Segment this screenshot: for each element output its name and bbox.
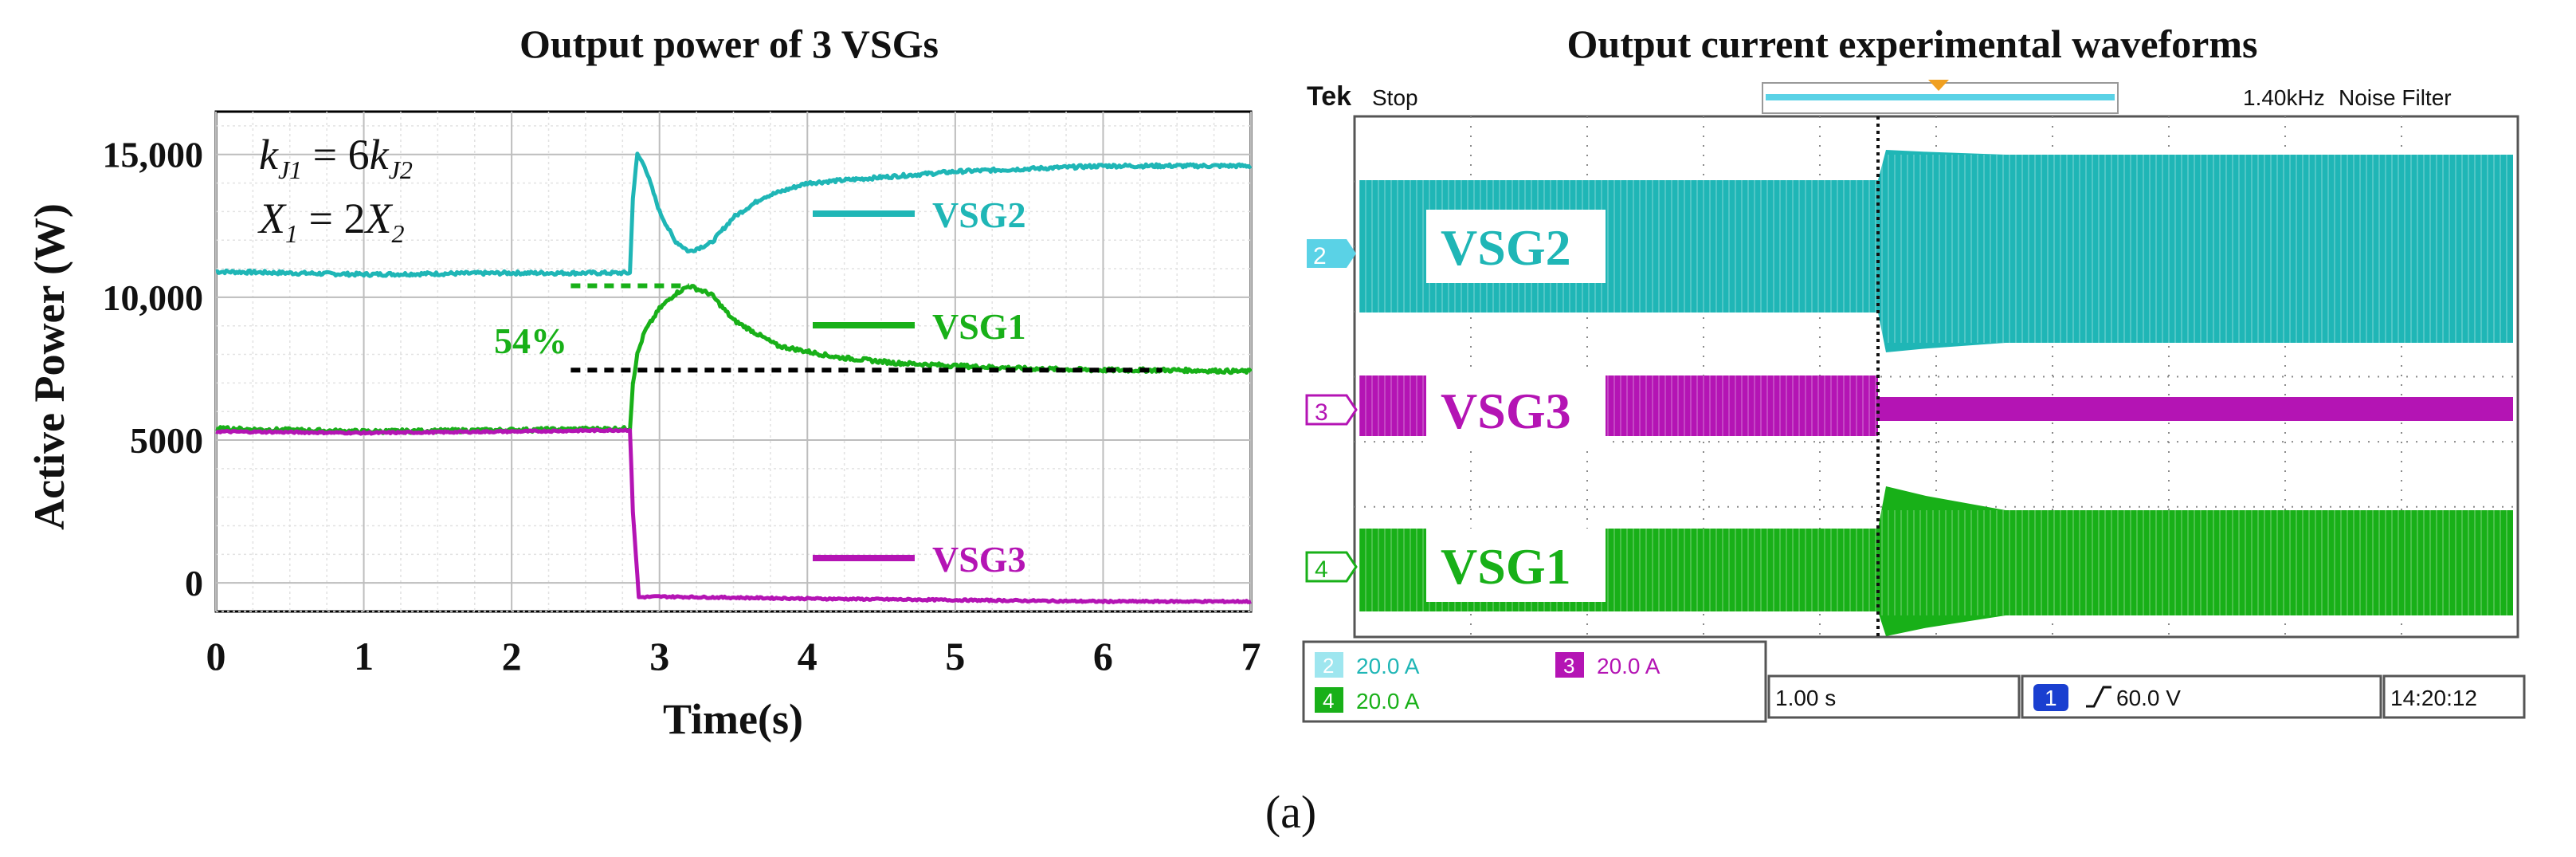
y-axis-ticks: 0 5000 10,000 15,000 — [103, 135, 204, 603]
x-axis-ticks: 0 1 2 3 4 5 6 7 — [206, 634, 1261, 678]
ch2-scale-chip — [1315, 652, 1343, 678]
ch4-scale-chip — [1315, 687, 1343, 713]
y-tick-label: 15,000 — [103, 135, 204, 175]
legend-label-vsg3: VSG3 — [932, 539, 1026, 580]
legend: VSG2 VSG1 VSG3 — [813, 195, 1026, 580]
vsg1-label-box — [1426, 529, 1606, 602]
eq1-lhs: k — [259, 131, 279, 179]
ch3-scale: 20.0 A — [1597, 654, 1660, 678]
trigger-channel: 1 — [2045, 686, 2057, 710]
ch4-scale-chip-label: 4 — [1323, 689, 1334, 713]
x-tick-label: 4 — [798, 634, 817, 678]
ch2-scale-chip-label: 2 — [1323, 654, 1334, 678]
channel-marker-3: 3 — [1305, 394, 1358, 426]
eq2-rhs-sub: 2 — [391, 219, 404, 248]
y-tick-label: 0 — [185, 563, 203, 603]
x-tick-label: 3 — [649, 634, 669, 678]
eq2-lhs: X — [257, 195, 287, 242]
timebase: 1.00 s — [1775, 686, 1836, 710]
record-view-bar — [1766, 94, 2115, 100]
x-tick-label: 7 — [1241, 634, 1261, 678]
vsg3-power-line — [215, 427, 1252, 604]
trigger-position-marker-top — [1928, 80, 1949, 91]
channel-marker-2: 2 — [1307, 239, 1356, 269]
percent-annotation: 54% — [494, 320, 567, 361]
scope-frequency: 1.40kHz — [2243, 85, 2325, 110]
eq1-rel: = 6 — [302, 131, 369, 179]
eq2-lhs-sub: 1 — [285, 219, 298, 248]
trigger-level: 60.0 V — [2116, 686, 2181, 710]
power-chart: Output power of 3 VSGs 54% kJ1 = 6kJ2 X1… — [25, 22, 1261, 743]
scope-panel: Output current experimental waveforms Te… — [1302, 22, 2526, 723]
channel-marker-2-label: 2 — [1313, 243, 1327, 269]
scope-noise-filter: Noise Filter — [2339, 85, 2452, 110]
y-axis-label: Active Power (W) — [25, 203, 73, 530]
scope-title: Output current experimental waveforms — [1567, 22, 2258, 66]
vsg3-label: VSG3 — [1441, 383, 1571, 439]
x-tick-label: 6 — [1093, 634, 1113, 678]
equation-x: X1 = 2X2 — [257, 195, 404, 248]
channel-marker-3-label: 3 — [1315, 399, 1328, 426]
eq2-rhs: X — [363, 195, 393, 242]
vsg2-current-waveform — [1359, 150, 2513, 352]
rising-edge-icon — [2086, 686, 2111, 708]
ch3-scale-chip-label: 3 — [1563, 654, 1574, 678]
vsg2-power-line — [215, 151, 1253, 278]
x-tick-label: 5 — [945, 634, 965, 678]
clock: 14:20:12 — [2390, 686, 2477, 710]
legend-label-vsg2: VSG2 — [932, 195, 1026, 235]
vsg2-label-box — [1426, 210, 1606, 283]
vsg1-current-waveform — [1359, 486, 2513, 636]
channel-marker-4: 4 — [1305, 551, 1358, 583]
clock-panel — [2382, 674, 2526, 719]
vsg3-current-waveform — [1359, 375, 2513, 436]
vsg2-label: VSG2 — [1441, 219, 1571, 276]
major-grid — [215, 112, 1252, 611]
trigger-panel — [2021, 674, 2382, 719]
legend-label-vsg1: VSG1 — [932, 306, 1026, 347]
scope-state: Stop — [1372, 85, 1418, 110]
power-chart-title: Output power of 3 VSGs — [520, 22, 939, 66]
y-tick-label: 5000 — [130, 420, 203, 461]
y-tick-label: 10,000 — [103, 277, 204, 318]
x-axis-label: Time(s) — [663, 695, 803, 743]
vsg3-label-box — [1426, 373, 1606, 446]
ch3-scale-chip — [1555, 652, 1584, 678]
vsg1-label: VSG1 — [1441, 538, 1571, 595]
x-tick-label: 0 — [206, 634, 226, 678]
scope-brand: Tek — [1307, 81, 1351, 112]
plot-area — [214, 110, 1253, 613]
eq1-rhs: k — [370, 131, 390, 179]
channel-marker-4-label: 4 — [1315, 556, 1328, 583]
ch2-scale: 20.0 A — [1356, 654, 1420, 678]
equation-kj: kJ1 = 6kJ2 — [259, 131, 413, 184]
x-tick-label: 1 — [354, 634, 374, 678]
eq1-lhs-sub: J1 — [278, 155, 302, 184]
channel-scale-panel — [1302, 640, 1767, 723]
figure-caption: (a) — [1265, 786, 1316, 838]
x-tick-label: 2 — [502, 634, 522, 678]
ch4-scale: 20.0 A — [1356, 689, 1420, 714]
eq2-rel: = 2 — [298, 195, 365, 242]
trigger-channel-chip — [2033, 684, 2068, 711]
eq1-rhs-sub: J2 — [389, 155, 413, 184]
timebase-panel — [1767, 674, 2021, 719]
